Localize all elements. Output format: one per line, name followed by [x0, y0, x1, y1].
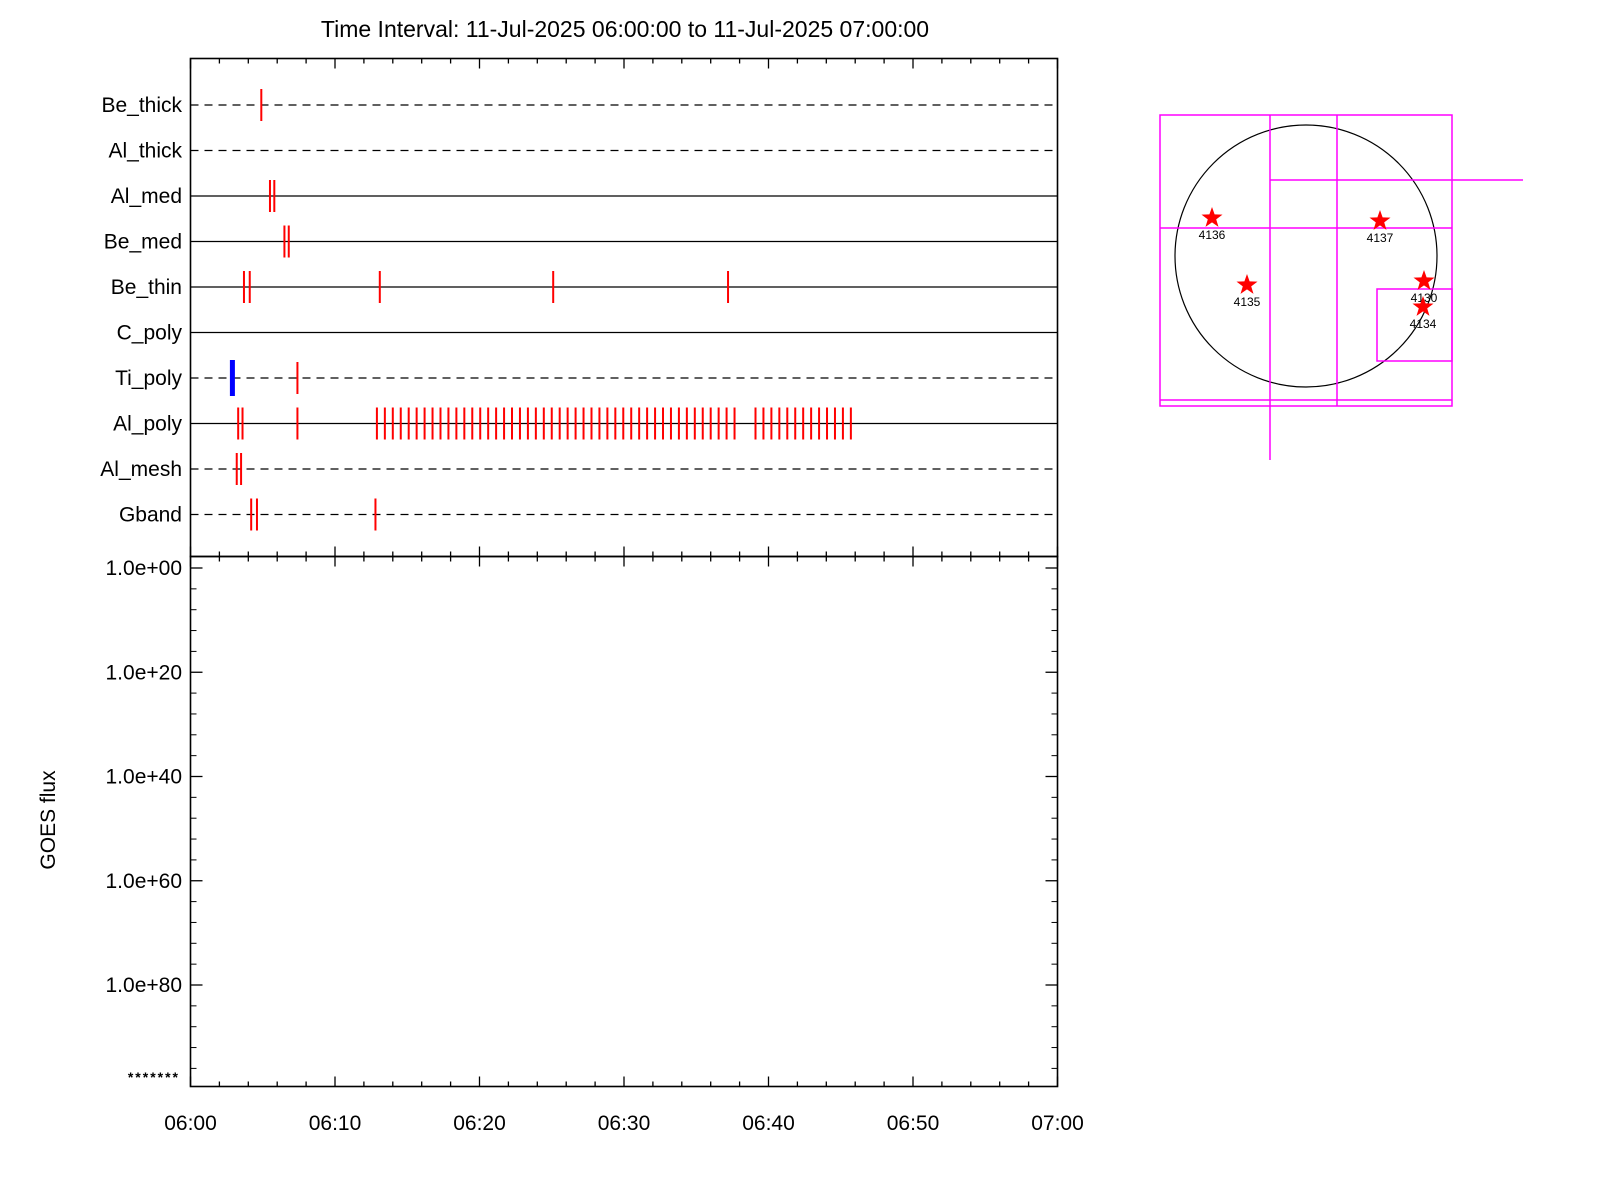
- x-tick-label: 06:00: [164, 1112, 217, 1135]
- active-region-label-4134: 4134: [1410, 317, 1437, 331]
- channel-label-Be_thin: Be_thin: [111, 276, 182, 299]
- active-region-label-4130: 4130: [1411, 291, 1438, 305]
- channel-label-Be_thick: Be_thick: [101, 94, 182, 117]
- channel-label-Al_poly: Al_poly: [113, 413, 182, 436]
- channel-label-Ti_poly: Ti_poly: [115, 367, 182, 390]
- goes-ytick-label: 1.0e+60: [106, 870, 183, 893]
- x-tick-label: 06:20: [453, 1112, 506, 1135]
- x-tick-label: 06:40: [742, 1112, 795, 1135]
- plot-title: Time Interval: 11-Jul-2025 06:00:00 to 1…: [320, 16, 930, 42]
- goes-panel-border: [189, 555, 1059, 1088]
- goes-missing-data-label: *******: [128, 1069, 180, 1085]
- x-tick-label: 06:50: [887, 1112, 940, 1135]
- goes-ytick-label: 1.0e+80: [106, 974, 183, 997]
- fov-small-rect: [1376, 288, 1453, 362]
- filter-panel-border: [189, 57, 1059, 558]
- active-region-star-4130: [1413, 270, 1435, 290]
- goes-ylabel: GOES flux: [37, 770, 60, 870]
- goes-ytick-label: 1.0e+20: [106, 661, 183, 684]
- active-region-label-4135: 4135: [1234, 295, 1261, 309]
- x-tick-label: 06:10: [309, 1112, 362, 1135]
- channel-label-Al_med: Al_med: [111, 185, 182, 208]
- active-region-star-4137: [1369, 210, 1391, 230]
- goes-ytick-label: 1.0e+00: [106, 557, 183, 580]
- x-tick-label: 06:30: [598, 1112, 651, 1135]
- channel-label-Al_thick: Al_thick: [108, 140, 182, 163]
- active-region-star-4135: [1236, 274, 1258, 294]
- solar-limb-circle: [1174, 124, 1438, 388]
- active-region-label-4137: 4137: [1367, 231, 1394, 245]
- goes-ytick-label: 1.0e+40: [106, 766, 183, 789]
- active-region-star-4136: [1201, 207, 1223, 227]
- fov-outer-rect: [1159, 114, 1453, 407]
- channel-label-Be_med: Be_med: [104, 231, 182, 254]
- active-region-label-4136: 4136: [1199, 228, 1226, 242]
- channel-label-C_poly: C_poly: [117, 322, 183, 345]
- active-region-star-4134: [1412, 296, 1434, 316]
- channel-label-Al_mesh: Al_mesh: [100, 458, 182, 481]
- x-tick-label: 07:00: [1031, 1112, 1084, 1135]
- channel-label-Gband: Gband: [119, 504, 182, 527]
